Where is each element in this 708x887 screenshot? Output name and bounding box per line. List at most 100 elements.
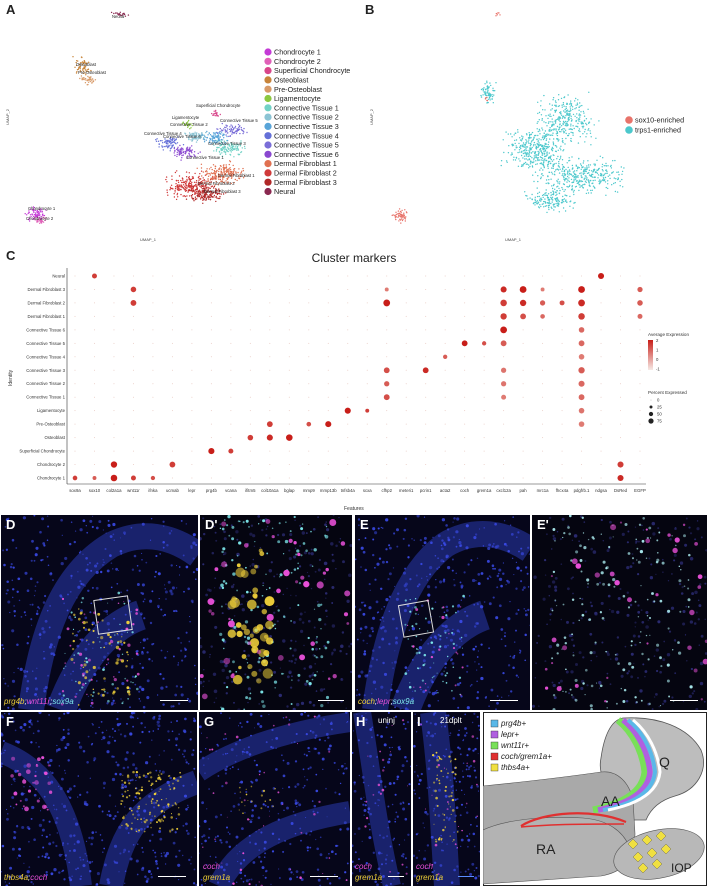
umap-b-point <box>577 166 579 168</box>
dot-background <box>542 464 544 466</box>
umap-b-point <box>571 164 574 167</box>
umap-point <box>179 185 181 188</box>
signal-dot <box>202 517 205 520</box>
signal-dot <box>303 644 305 647</box>
umap-point <box>192 188 194 190</box>
signal-dot <box>23 611 26 614</box>
signal-dot <box>235 628 237 631</box>
umap-cluster-chondrocyte-2 <box>34 216 47 224</box>
signal-dot <box>39 637 41 639</box>
signal-dot <box>307 552 311 555</box>
signal-dot <box>445 682 448 684</box>
umap-b-point <box>553 163 556 165</box>
umap-b-point <box>549 103 551 105</box>
signal-dot <box>58 692 62 696</box>
umap-point <box>187 157 189 159</box>
signal-dot <box>298 581 302 585</box>
umap-b-cluster <box>391 208 408 224</box>
umap-b-point <box>621 178 623 181</box>
signal-dot <box>160 686 164 690</box>
umap-point <box>185 176 188 178</box>
umap-b-point <box>560 111 562 113</box>
dot-marker <box>500 340 507 347</box>
signal-dot <box>315 656 318 659</box>
umap-b-point <box>552 142 555 145</box>
dot-background <box>113 302 115 304</box>
signal-dot <box>437 633 440 636</box>
umap-point <box>196 188 198 190</box>
signal-dot <box>5 518 9 522</box>
signal-dot <box>517 676 520 678</box>
umap-b-point <box>559 120 561 123</box>
umap-point <box>211 193 213 195</box>
umap-point <box>194 136 196 138</box>
signal-dot <box>427 593 431 597</box>
umap-b-point <box>573 177 575 179</box>
umap-b-point <box>522 152 525 155</box>
signal-dot <box>43 687 45 690</box>
umap-b-point <box>545 138 548 140</box>
signal-dot <box>131 658 133 660</box>
signal-dot <box>70 577 73 579</box>
umap-b-point <box>552 141 554 143</box>
umap-point <box>184 185 186 187</box>
dot-background <box>600 288 602 290</box>
dot-plot-legends: Average Expression Percent Expressed 210… <box>648 332 689 424</box>
umap-b-point <box>603 173 606 175</box>
umap-b-point <box>555 194 557 197</box>
signal-dot <box>434 675 436 677</box>
umap-b-point <box>529 145 532 147</box>
umap-point <box>194 192 196 194</box>
umap-point <box>210 172 213 174</box>
signal-dot <box>366 674 369 677</box>
umap-b-point <box>564 210 567 212</box>
signal-dot <box>320 703 324 708</box>
umap-point <box>219 127 221 130</box>
signal-dot <box>134 676 137 679</box>
signal-dot <box>345 652 348 655</box>
signal-dot <box>212 672 217 677</box>
umap-point <box>181 181 183 184</box>
umap-point <box>80 71 82 73</box>
dot-background <box>230 410 232 412</box>
dot-background <box>171 369 173 371</box>
umap-b-point <box>530 137 532 139</box>
umap-b-point <box>599 182 601 185</box>
signal-dot <box>299 524 302 527</box>
scale-bar-d-prime <box>318 700 344 702</box>
umap-b-point <box>569 108 572 110</box>
umap-b-point <box>534 151 536 153</box>
umap-point <box>226 150 228 152</box>
signal-dot <box>219 523 222 525</box>
dot-background <box>191 396 193 398</box>
umap-b-point <box>489 97 491 99</box>
dot-marker <box>344 407 351 414</box>
signal-dot <box>111 683 114 686</box>
umap-b-point <box>559 116 561 118</box>
signal-dot <box>418 583 421 586</box>
signal-dot <box>403 609 407 613</box>
signal-dot <box>325 521 327 523</box>
umap-point <box>228 128 231 131</box>
dot-background <box>425 477 427 479</box>
umap-point <box>201 182 203 185</box>
umap-point <box>221 172 223 174</box>
dot-background <box>620 302 622 304</box>
signal-dot <box>247 687 251 691</box>
signal-dot <box>174 609 178 613</box>
umap-point <box>221 173 223 176</box>
signal-dot <box>463 571 466 574</box>
dot-background <box>191 342 193 344</box>
signal-dot <box>259 632 269 642</box>
umap-point <box>85 74 87 76</box>
signal-dot <box>135 612 138 615</box>
umap-point <box>229 154 232 156</box>
umap-b-point <box>576 113 578 115</box>
signal-dot <box>138 569 141 572</box>
signal-dot <box>437 691 439 694</box>
signal-dot <box>142 646 145 649</box>
umap-b-point <box>400 222 402 224</box>
umap-point <box>236 143 239 146</box>
umap-point <box>43 217 45 219</box>
signal-dot <box>445 605 449 609</box>
